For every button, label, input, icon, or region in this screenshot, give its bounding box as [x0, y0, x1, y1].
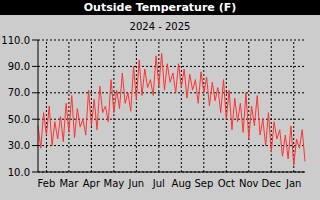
- svg-text:Mar: Mar: [59, 178, 79, 189]
- html-text:Outside Temperature (F): Outside Temperature (F): [83, 1, 237, 14]
- svg-text:Apr: Apr: [83, 178, 101, 189]
- svg-text:90.0: 90.0: [8, 61, 30, 72]
- svg-text:Nov: Nov: [239, 178, 259, 189]
- svg-text:Oct: Oct: [218, 178, 235, 189]
- svg-text:Jul: Jul: [152, 178, 165, 189]
- svg-text:Dec: Dec: [262, 178, 281, 189]
- svg-text:Sep: Sep: [194, 178, 213, 189]
- svg-text:50.0: 50.0: [8, 114, 30, 125]
- svg-text:30.0: 30.0: [8, 140, 30, 151]
- svg-text:70.0: 70.0: [8, 87, 30, 98]
- svg-text:Jan: Jan: [285, 178, 301, 189]
- svg-text:Jun: Jun: [128, 178, 145, 189]
- svg-text:May: May: [104, 178, 125, 189]
- svg-text:Aug: Aug: [172, 178, 192, 189]
- svg-text:10.0: 10.0: [8, 167, 30, 178]
- html-text:2024 - 2025: 2024 - 2025: [129, 21, 191, 32]
- svg-text:110.0: 110.0: [8, 35, 30, 46]
- svg-text:Feb: Feb: [38, 178, 56, 189]
